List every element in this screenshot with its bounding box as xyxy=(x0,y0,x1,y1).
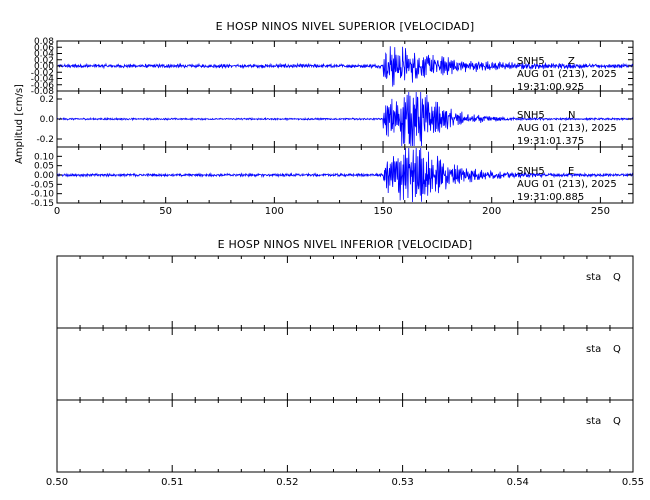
upper-y-tick-label: -0.04 xyxy=(31,75,55,85)
lower-x-tick-label: 0.51 xyxy=(161,477,183,488)
lower-x-tick-label: 0.53 xyxy=(391,477,413,488)
upper-y-tick-label: -0.02 xyxy=(31,68,54,78)
lower-x-tick-label: 0.52 xyxy=(276,477,298,488)
upper-x-tick-label: 200 xyxy=(482,206,501,217)
panel-n-time: 19:31:01.375 xyxy=(517,136,584,147)
panel-e-component: E xyxy=(568,166,574,177)
panel-z-date: AUG 01 (213), 2025 xyxy=(517,69,617,80)
seismic-trace-e xyxy=(56,147,634,203)
upper-y-tick-label: 0.0 xyxy=(40,115,55,125)
lower-panel-3-label: sta Q xyxy=(586,416,621,427)
upper-y-tick-label: -0.06 xyxy=(31,81,55,91)
lower-panel-1-component: Q xyxy=(613,272,621,283)
lower-chart-title: E HOSP NINOS NIVEL INFERIOR [VELOCIDAD] xyxy=(218,238,473,251)
panel-z-station: SNH5 xyxy=(517,56,545,67)
upper-y-tick-label: -0.2 xyxy=(36,135,54,145)
panel-n-component: N xyxy=(568,110,575,121)
lower-panel-1-station: sta xyxy=(586,272,601,283)
panel-n-station: SNH5 xyxy=(517,110,545,121)
panel-e-time: 19:31:00.885 xyxy=(517,192,584,203)
seismic-trace-z xyxy=(56,46,634,87)
upper-y-tick-label: 0.04 xyxy=(34,50,54,60)
upper-y-tick-label: 0.02 xyxy=(34,56,54,66)
lower-x-tick-label: 0.55 xyxy=(622,477,644,488)
lower-panel-1-label: sta Q xyxy=(586,272,621,283)
upper-chart-ylabel: Amplitud [cm/s] xyxy=(14,84,25,164)
upper-y-tick-label: 0.08 xyxy=(34,37,54,47)
panel-z-component: Z xyxy=(568,56,575,67)
lower-ticks: 0.50 0.51 0.52 0.53 0.54 0.55 xyxy=(46,256,644,488)
upper-chart: E HOSP NINOS NIVEL SUPERIOR [VELOCIDAD] … xyxy=(14,20,634,217)
upper-y-tick-label: 0.00 xyxy=(34,62,54,72)
upper-panel-z-label: SNH5 Z AUG 01 (213), 2025 19:31:00.925 xyxy=(517,56,617,93)
lower-chart: E HOSP NINOS NIVEL INFERIOR [VELOCIDAD] … xyxy=(46,238,644,488)
panel-n-date: AUG 01 (213), 2025 xyxy=(517,123,617,134)
upper-y-tick-label: 0.2 xyxy=(40,95,54,105)
upper-x-tick-label: 250 xyxy=(591,206,610,217)
lower-panel-2-station: sta xyxy=(586,344,601,355)
upper-ticks: 0 50 100 150 200 2500.080.060.040.020.00-0.02… xyxy=(31,37,633,217)
upper-x-tick-label: 50 xyxy=(159,206,172,217)
upper-y-tick-label: -0.05 xyxy=(31,180,54,190)
upper-y-tick-label: -0.15 xyxy=(31,199,54,209)
upper-x-tick-label: 0 xyxy=(54,206,60,217)
lower-x-tick-label: 0.50 xyxy=(46,477,68,488)
lower-panel-3-frame xyxy=(56,399,634,473)
seismic-trace-n xyxy=(56,91,634,147)
lower-panel-3-station: sta xyxy=(586,416,601,427)
upper-y-tick-label: 0.10 xyxy=(34,152,54,162)
upper-chart-title: E HOSP NINOS NIVEL SUPERIOR [VELOCIDAD] xyxy=(216,20,475,33)
upper-x-tick-label: 150 xyxy=(373,206,392,217)
lower-x-tick-label: 0.54 xyxy=(507,477,529,488)
upper-y-tick-label: 0.06 xyxy=(34,43,54,53)
upper-panel-e-label: SNH5 E AUG 01 (213), 2025 19:31:00.885 xyxy=(517,166,617,203)
panel-z-time: 19:31:00.925 xyxy=(517,82,584,93)
upper-traces xyxy=(56,46,634,203)
upper-y-tick-label: -0.10 xyxy=(31,190,55,200)
panel-e-station: SNH5 xyxy=(517,166,545,177)
upper-panel-n-label: SNH5 N AUG 01 (213), 2025 19:31:01.375 xyxy=(517,110,617,147)
upper-y-tick-label: 0.05 xyxy=(34,162,54,172)
upper-y-tick-label: -0.08 xyxy=(31,87,55,97)
upper-x-tick-label: 100 xyxy=(265,206,284,217)
lower-panel-2-label: sta Q xyxy=(586,344,621,355)
lower-panel-2-component: Q xyxy=(613,344,621,355)
lower-panel-2-frame xyxy=(56,327,634,401)
panel-e-date: AUG 01 (213), 2025 xyxy=(517,179,617,190)
lower-panel-1-frame xyxy=(56,255,634,329)
upper-y-tick-label: 0.00 xyxy=(34,171,54,181)
lower-panel-3-component: Q xyxy=(613,416,621,427)
